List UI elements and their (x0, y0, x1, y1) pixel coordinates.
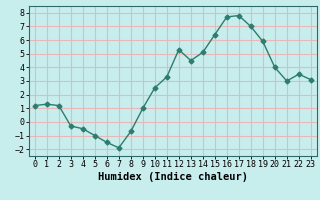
X-axis label: Humidex (Indice chaleur): Humidex (Indice chaleur) (98, 172, 248, 182)
